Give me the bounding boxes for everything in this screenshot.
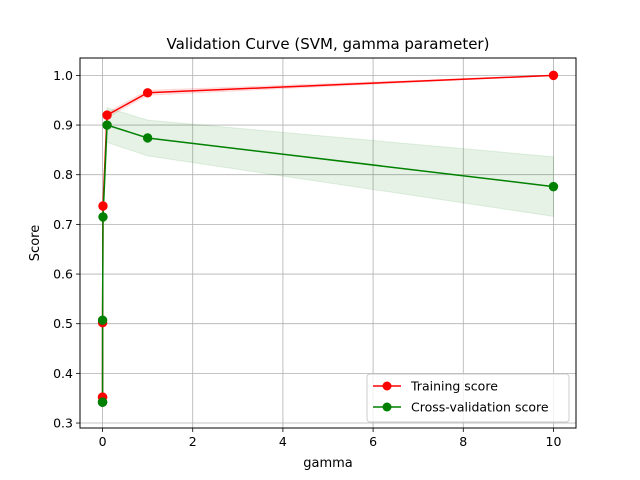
y-tick-label: 0.8 [53,167,73,182]
confidence-bands [102,74,554,405]
plot-frame [79,57,577,429]
y-axis-ticks: 0.3 0.4 0.5 0.6 0.7 0.8 0.9 1.0 [53,68,80,431]
point-training [102,110,112,120]
y-tick-label: 0.4 [53,366,73,381]
point-cross-validation [142,133,153,143]
point-training [548,70,559,81]
x-tick-label: 4 [279,434,287,449]
legend-label-training: Training score [410,379,498,394]
band-cross-validation [102,106,554,405]
point-cross-validation [97,397,108,407]
legend-box [366,373,570,423]
series-points [97,70,559,407]
x-tick-label: 0 [99,434,107,449]
y-tick-label: 1.0 [53,68,73,83]
legend: Training score Cross-validation score [366,373,570,423]
x-axis-ticks: 0 2 4 6 8 10 [99,428,562,449]
x-axis-label: gamma [303,456,353,471]
y-axis-label: Score [28,225,43,261]
point-cross-validation [97,315,108,325]
y-tick-label: 0.5 [53,316,73,331]
chart-title: Validation Curve (SVM, gamma parameter) [167,35,490,53]
x-tick-label: 6 [369,434,377,449]
y-tick-label: 0.6 [53,267,73,282]
grid [80,58,576,428]
y-tick-label: 0.9 [53,118,73,133]
x-tick-label: 2 [189,434,197,449]
y-tick-label: 0.7 [53,217,73,232]
legend-label-cross-validation: Cross-validation score [411,400,549,415]
y-tick-label: 0.3 [53,416,73,431]
x-tick-label: 8 [459,434,467,449]
point-training [98,201,108,211]
x-tick-label: 10 [546,434,562,449]
point-cross-validation [98,212,108,222]
point-cross-validation [548,181,559,192]
point-cross-validation [102,120,112,130]
legend-marker-cross-validation [382,402,392,412]
legend-marker-training [382,381,392,391]
point-training [142,88,153,98]
